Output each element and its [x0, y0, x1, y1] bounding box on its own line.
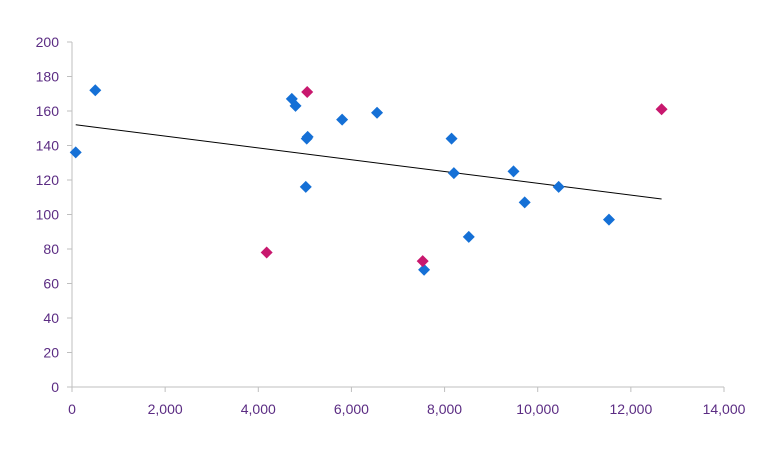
x-tick-label: 2,000	[148, 401, 183, 417]
y-tick-label: 60	[43, 276, 59, 292]
data-point-blue	[371, 106, 384, 119]
y-tick-label: 140	[36, 138, 60, 154]
data-points	[69, 84, 668, 276]
y-tick-label: 100	[36, 207, 60, 223]
y-tick-label: 200	[36, 34, 60, 50]
x-tick-label: 8,000	[427, 401, 462, 417]
data-point-blue	[602, 213, 615, 226]
data-point-magenta	[416, 255, 429, 268]
x-tick-label: 4,000	[241, 401, 276, 417]
data-point-blue	[301, 130, 314, 143]
data-point-blue	[69, 146, 82, 159]
x-tick-label: 14,000	[703, 401, 746, 417]
data-point-blue	[447, 167, 460, 180]
data-point-blue	[336, 113, 349, 126]
x-tick-label: 0	[68, 401, 76, 417]
x-tick-label: 6,000	[334, 401, 369, 417]
y-axis-ticks: 0 20 40 60 80 100 120 140 160 180 200	[36, 34, 72, 395]
x-tick-label: 10,000	[516, 401, 559, 417]
data-point-blue	[418, 263, 431, 276]
data-point-blue	[89, 84, 102, 97]
data-point-blue	[299, 180, 312, 193]
trendline-group	[75, 124, 662, 200]
data-point-blue	[289, 99, 302, 112]
y-tick-label: 80	[43, 241, 59, 257]
trendline	[75, 124, 662, 200]
y-tick-label: 40	[43, 310, 59, 326]
y-tick-label: 20	[43, 345, 59, 361]
y-tick-label: 180	[36, 69, 60, 85]
data-point-blue	[445, 132, 458, 145]
y-tick-label: 120	[36, 172, 60, 188]
data-point-blue	[507, 165, 520, 178]
data-point-blue	[518, 196, 531, 209]
x-axis-ticks: 0 2,000 4,000 6,000 8,000 10,000 12,000 14,000	[68, 387, 746, 417]
axes	[71, 42, 724, 388]
x-tick-label: 12,000	[609, 401, 652, 417]
y-tick-label: 160	[36, 103, 60, 119]
data-point-magenta	[301, 86, 314, 99]
data-point-magenta	[260, 246, 273, 259]
data-point-magenta	[655, 103, 668, 116]
y-tick-label: 0	[51, 379, 59, 395]
data-point-blue	[462, 230, 475, 243]
data-point-blue	[552, 180, 565, 193]
